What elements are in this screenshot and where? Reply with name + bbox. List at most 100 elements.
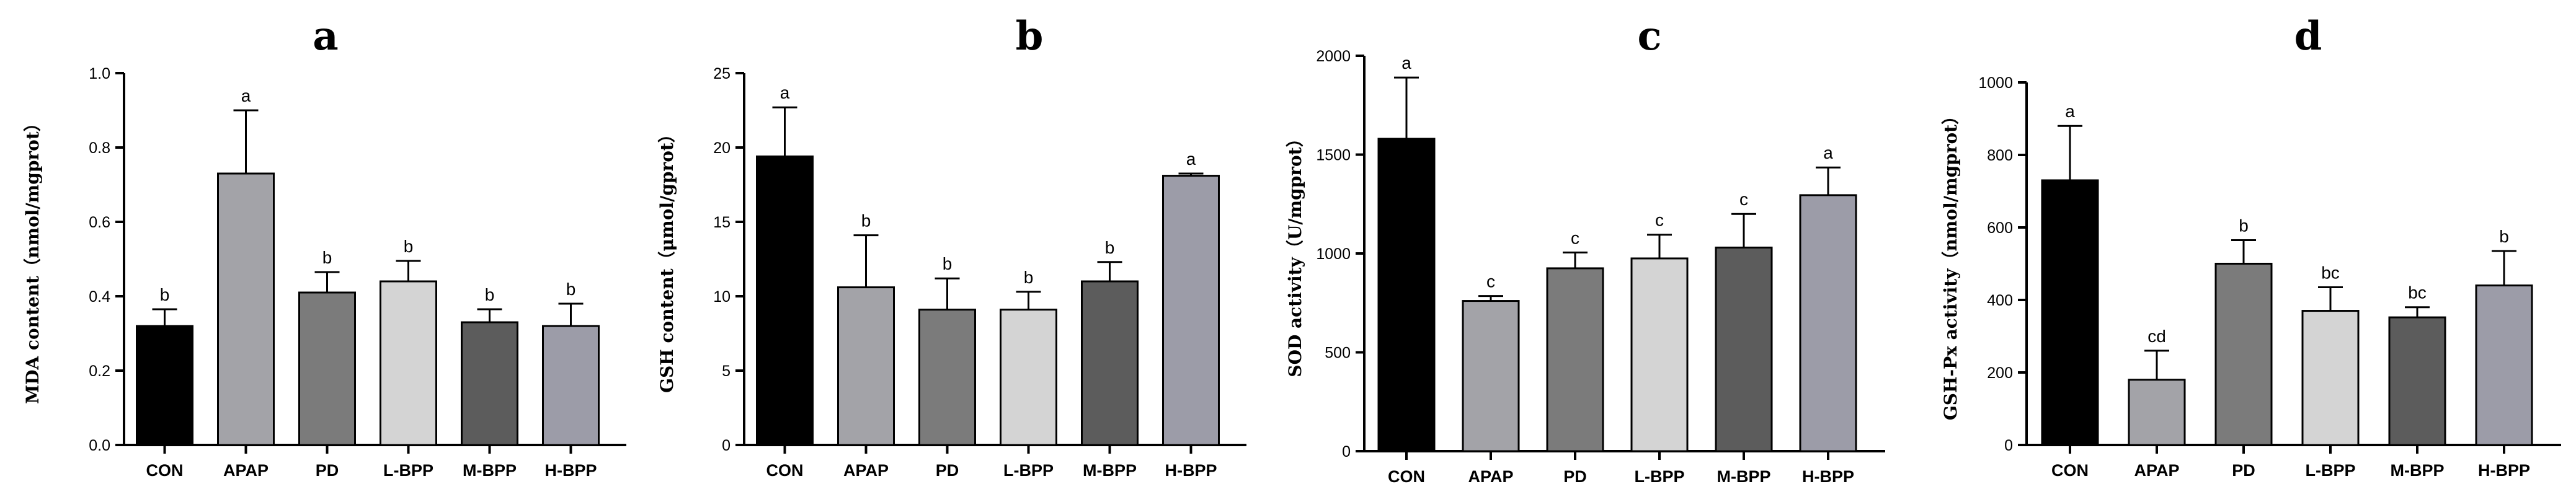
bar-m-bpp (1715, 246, 1773, 452)
category-label: CON (1388, 467, 1425, 486)
y-tick-label: 500 (1325, 345, 1351, 362)
significance-label: a (1186, 149, 1196, 169)
y-tick-label: 5 (722, 363, 731, 380)
bar-apap (1462, 300, 1520, 452)
bar-apap (2128, 379, 2186, 446)
y-tick-label: 0.6 (89, 214, 110, 231)
y-tick-label: 2000 (1316, 48, 1351, 65)
significance-label: c (1655, 211, 1664, 230)
category-label: H-BPP (2478, 461, 2530, 480)
bar-con (2041, 179, 2099, 446)
significance-label: b (160, 285, 170, 304)
significance-label: a (241, 86, 251, 105)
y-tick-label: 400 (1987, 292, 2013, 309)
significance-label: c (1571, 228, 1579, 247)
chart-panel-a: a MDA content（nmol/mgprot） 0.0 0.2 0.4 0.6 0.8… (22, 13, 626, 480)
y-axis-label: MDA content（nmol/mgprot） (22, 114, 43, 404)
y-tick-label: 0 (2004, 437, 2013, 454)
category-label: CON (146, 461, 184, 480)
significance-label: b (2239, 216, 2249, 235)
bar-l-bpp (380, 280, 437, 446)
y-tick-label: 1000 (1316, 245, 1351, 263)
chart-panel-d: d GSH-Px activity（nmol/mgprot） 0 200 400 600 8… (1940, 13, 2561, 480)
bar-m-bpp (1081, 280, 1139, 446)
bar-pd (1546, 267, 1604, 452)
significance-label: cd (2147, 327, 2166, 346)
y-tick-label: 0 (1342, 443, 1351, 460)
y-axis-label: GSH-Px activity（nmol/mgprot） (1940, 107, 1961, 420)
bar-pd (918, 309, 976, 446)
category-label: APAP (843, 461, 889, 480)
y-tick-label: 0.2 (89, 363, 110, 380)
y-tick-label: 1500 (1316, 147, 1351, 164)
significance-label: b (943, 254, 953, 273)
bar-m-bpp (461, 321, 518, 446)
bar-pd (2214, 263, 2273, 446)
bar-con (756, 155, 814, 446)
y-tick-label: 0.8 (89, 139, 110, 157)
significance-label: b (485, 285, 495, 304)
category-label: APAP (223, 461, 269, 480)
y-tick-label: 600 (1987, 219, 2013, 237)
significance-label: a (1401, 53, 1411, 73)
y-tick-label: 0 (722, 437, 731, 454)
category-label: L-BPP (2306, 461, 2356, 480)
significance-label: b (2499, 227, 2509, 246)
significance-label: c (1739, 190, 1748, 209)
category-label: L-BPP (1003, 461, 1054, 480)
category-label: PD (936, 461, 959, 480)
y-axis-label: SOD activity（U/mgprot） (1285, 130, 1305, 377)
bar-con (136, 325, 193, 446)
significance-label: b (1105, 238, 1115, 257)
bar-l-bpp (1000, 309, 1057, 446)
y-tick-label: 25 (713, 65, 731, 82)
chart-panel-c: c SOD activity（U/mgprot） 0 500 1000 1500 2000 a… (1285, 13, 1885, 486)
category-label: L-BPP (1635, 467, 1685, 486)
significance-label: bc (2321, 263, 2340, 283)
panel-title: c (1638, 13, 1662, 59)
category-label: M-BPP (463, 461, 517, 480)
category-label: PD (1563, 467, 1587, 486)
category-label: M-BPP (1083, 461, 1137, 480)
significance-label: c (1486, 272, 1495, 291)
category-label: PD (2232, 461, 2255, 480)
category-label: H-BPP (1802, 467, 1854, 486)
bar-h-bpp (2475, 284, 2533, 446)
bar-h-bpp (542, 325, 600, 446)
significance-label: a (780, 83, 790, 102)
category-label: H-BPP (1165, 461, 1217, 480)
y-tick-label: 15 (713, 214, 731, 231)
y-tick-label: 0.4 (89, 288, 110, 306)
bar-con (1377, 138, 1436, 452)
bar-apap (837, 286, 895, 446)
bar-l-bpp (1630, 257, 1689, 452)
y-tick-label: 1000 (1978, 74, 2013, 92)
category-label: H-BPP (544, 461, 597, 480)
category-label: CON (766, 461, 804, 480)
bar-pd (298, 291, 356, 446)
category-label: M-BPP (2391, 461, 2445, 480)
significance-label: b (861, 211, 871, 231)
significance-label: b (404, 237, 414, 256)
significance-label: a (2065, 102, 2075, 121)
y-tick-label: 200 (1987, 364, 2013, 382)
bar-h-bpp (1799, 194, 1857, 452)
panel-title: b (1016, 13, 1044, 59)
category-label: L-BPP (383, 461, 433, 480)
category-label: CON (2051, 461, 2089, 480)
panel-title: d (2294, 13, 2322, 59)
bar-l-bpp (2301, 310, 2360, 446)
category-label: PD (316, 461, 339, 480)
significance-label: bc (2408, 283, 2427, 302)
chart-panel-b: b GSH content（μmol/gprot） 0 5 10 15 20 25 a CON b A… (657, 13, 1246, 480)
bar-m-bpp (2388, 316, 2446, 446)
y-tick-label: 800 (1987, 147, 2013, 164)
y-tick-label: 10 (713, 288, 731, 306)
category-label: APAP (1468, 467, 1513, 486)
y-tick-label: 20 (713, 139, 731, 157)
significance-label: b (322, 248, 332, 267)
significance-label: b (1024, 268, 1034, 287)
bar-apap (217, 172, 275, 446)
category-label: M-BPP (1717, 467, 1771, 486)
